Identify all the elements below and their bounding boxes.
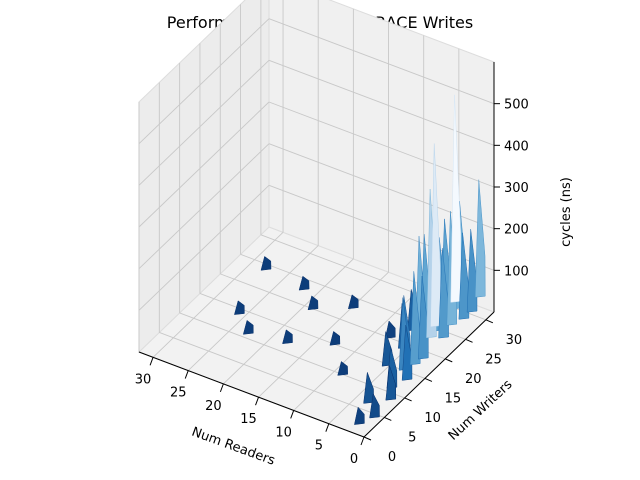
surface-patch: [418, 275, 429, 360]
surface-patch: [430, 143, 441, 328]
x-tick-mark: [149, 357, 154, 366]
y-axis-line: [363, 311, 495, 438]
surface-patch: [474, 179, 486, 298]
y-tick-label: 30: [506, 333, 523, 348]
surface-patch: [401, 324, 413, 381]
surface-patch: [298, 275, 310, 291]
surface-patch: [363, 372, 374, 404]
x-tick-label: 5: [315, 439, 323, 454]
y-tick-mark: [384, 417, 392, 421]
y-tick-label: 20: [465, 372, 482, 387]
grid-line: [268, 18, 495, 105]
x-tick-label: 25: [170, 386, 187, 401]
x-tick-mark: [184, 370, 189, 379]
surface-patch: [337, 361, 348, 376]
x-tick-mark: [360, 436, 365, 446]
surface-patch: [354, 406, 365, 425]
z-tick-label: 300: [504, 181, 529, 196]
axis-lines: [138, 62, 500, 446]
x-tick-label: 30: [135, 372, 152, 387]
y-tick-label: 0: [388, 450, 396, 465]
surface-patch: [369, 392, 380, 419]
y-tick-mark: [424, 377, 433, 382]
x-tick-label: 0: [350, 452, 358, 467]
surface-patch: [234, 300, 245, 315]
y-tick-mark: [404, 397, 412, 402]
axis-panes: [138, 0, 495, 438]
y-tick-label: 25: [485, 352, 502, 367]
y-tick-mark: [445, 358, 453, 363]
z-tick-label: 500: [504, 98, 529, 113]
grid-line: [159, 332, 385, 418]
x-tick-mark: [325, 423, 330, 432]
z-tick-label: 100: [504, 264, 529, 279]
x-tick-label: 15: [240, 412, 257, 427]
z-axis-label: cycles (ns): [559, 177, 574, 247]
surface-patch: [242, 319, 254, 335]
x-tick-mark: [290, 410, 295, 419]
x-tick-mark: [255, 396, 259, 406]
x-tick-label: 20: [205, 399, 222, 414]
y-tick-label: 5: [408, 430, 416, 445]
surface-patch: [260, 255, 272, 271]
surface-patch: [385, 365, 397, 401]
surface-patch: [384, 320, 396, 339]
y-axis-label: Num Writers: [446, 377, 516, 444]
x-axis-line: [138, 351, 365, 438]
y-tick-mark: [485, 319, 494, 324]
grid-line: [187, 245, 319, 371]
grid-line: [138, 143, 270, 269]
surface-patch: [282, 329, 293, 344]
grid-line: [138, 185, 270, 311]
y-tick-label: 15: [445, 391, 462, 406]
z-tick-label: 200: [504, 223, 529, 238]
surface-patches: [234, 94, 486, 425]
grid-line: [138, 60, 270, 186]
surface-patch: [329, 330, 341, 346]
grid-line: [258, 271, 389, 398]
y-tick-mark: [363, 436, 372, 441]
grid-line: [223, 258, 354, 385]
y-tick-mark: [465, 338, 473, 343]
surface-patch: [347, 294, 359, 309]
surface-patch: [307, 295, 319, 311]
y-tick-label: 10: [424, 411, 441, 426]
grid-line: [152, 231, 284, 358]
x-tick-label: 10: [275, 425, 292, 440]
grid-line: [138, 18, 270, 144]
grid-line: [138, 101, 270, 228]
grid-line: [268, 59, 495, 146]
z-tick-label: 400: [504, 139, 529, 154]
surface-patch: [450, 94, 462, 303]
x-tick-mark: [219, 383, 224, 393]
x-axis-label: Num Readers: [189, 425, 277, 469]
